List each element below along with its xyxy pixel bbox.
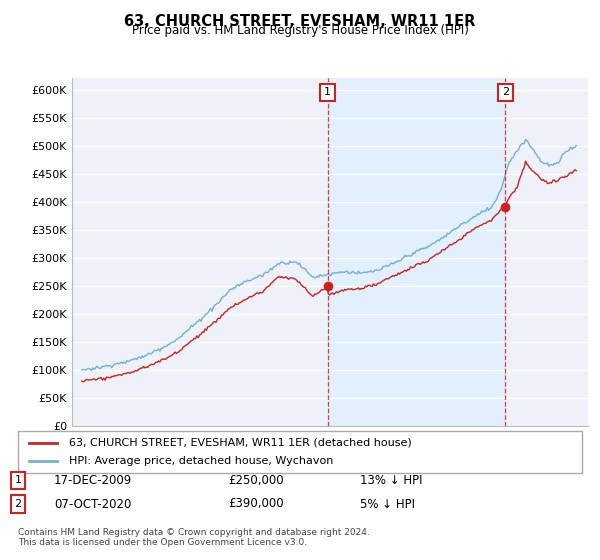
Text: Contains HM Land Registry data © Crown copyright and database right 2024.
This d: Contains HM Land Registry data © Crown c… [18,528,370,547]
Text: 07-OCT-2020: 07-OCT-2020 [54,497,131,511]
Text: £250,000: £250,000 [228,474,284,487]
Text: £390,000: £390,000 [228,497,284,511]
Text: HPI: Average price, detached house, Wychavon: HPI: Average price, detached house, Wych… [69,456,333,466]
Text: 17-DEC-2009: 17-DEC-2009 [54,474,132,487]
Text: 1: 1 [14,475,22,486]
Text: 63, CHURCH STREET, EVESHAM, WR11 1ER: 63, CHURCH STREET, EVESHAM, WR11 1ER [124,14,476,29]
Text: 5% ↓ HPI: 5% ↓ HPI [360,497,415,511]
Text: 2: 2 [14,499,22,509]
FancyBboxPatch shape [18,431,582,473]
Text: 63, CHURCH STREET, EVESHAM, WR11 1ER (detached house): 63, CHURCH STREET, EVESHAM, WR11 1ER (de… [69,438,412,448]
Text: Price paid vs. HM Land Registry's House Price Index (HPI): Price paid vs. HM Land Registry's House … [131,24,469,37]
Text: 2: 2 [502,87,509,97]
Text: 13% ↓ HPI: 13% ↓ HPI [360,474,422,487]
Bar [328,78,505,426]
Text: 1: 1 [324,87,331,97]
